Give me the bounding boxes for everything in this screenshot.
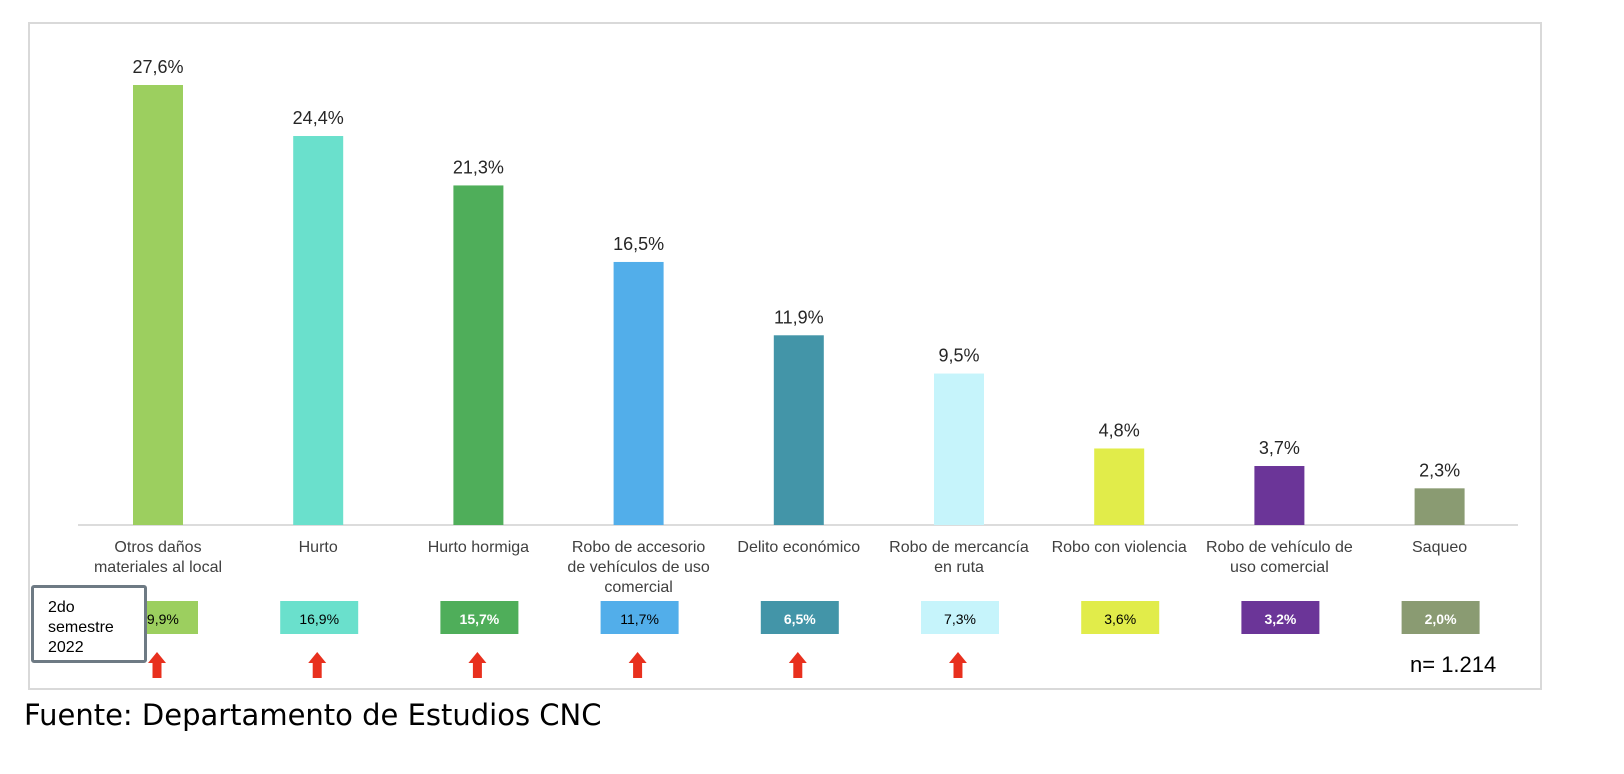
chart-frame xyxy=(28,22,1542,690)
comparison-box-9 xyxy=(1401,601,1480,634)
bar-1 xyxy=(133,85,183,525)
bar-value-label-8: 3,7% xyxy=(1259,438,1300,458)
bar-value-label-1: 27,6% xyxy=(132,57,183,77)
category-label-4-line-3: comercial xyxy=(604,579,672,596)
comparison-value-label-1: 19,9% xyxy=(139,611,179,627)
category-label-6-line-2: en ruta xyxy=(934,559,984,576)
bar-3 xyxy=(453,185,504,525)
comparison-value-label-4: 11,7% xyxy=(620,611,659,627)
bar-value-label-5: 11,9% xyxy=(774,307,824,327)
category-label-5: Delito económico xyxy=(737,539,860,556)
bar-value-label-6: 9,5% xyxy=(938,346,979,366)
category-label-4-line-2: de vehículos de uso xyxy=(567,559,709,576)
comparison-value-label-8: 3,2% xyxy=(1264,611,1296,627)
comparison-box-5 xyxy=(760,601,839,634)
bar-2 xyxy=(293,136,344,525)
comparison-value-label-5: 6,5% xyxy=(784,611,816,627)
comparison-value-label-7: 3,6% xyxy=(1104,611,1136,627)
increase-arrow-icon-3 xyxy=(468,652,487,678)
comparison-box-4 xyxy=(600,601,679,634)
sample-size-label: n= 1.214 xyxy=(1410,652,1497,677)
source-caption: Fuente: Departamento de Estudios CNC xyxy=(24,698,602,732)
bar-9 xyxy=(1414,488,1465,525)
bar-5 xyxy=(773,335,824,525)
category-label-4-line-1: Robo de accesorio xyxy=(572,539,706,556)
category-label-6-line-1: Robo de mercancía xyxy=(889,539,1029,556)
bar-value-label-2: 24,4% xyxy=(293,108,344,128)
category-label-1-line-1: Otros daños xyxy=(114,539,201,556)
comparison-value-label-9: 2,0% xyxy=(1425,611,1457,627)
increase-arrow-icon-5 xyxy=(788,652,807,678)
bar-value-label-3: 21,3% xyxy=(453,157,504,177)
category-label-1-line-2: materiales al local xyxy=(94,559,222,576)
comparison-value-label-6: 7,3% xyxy=(944,611,976,627)
comparison-box-6 xyxy=(921,601,999,634)
category-label-2: Hurto xyxy=(299,539,338,556)
category-label-8-line-1: Robo de vehículo de xyxy=(1206,539,1353,556)
increase-arrow-icon-1 xyxy=(148,652,166,678)
comparison-box-2 xyxy=(280,601,359,634)
bar-4 xyxy=(613,261,664,525)
comparison-box-8 xyxy=(1241,601,1320,634)
comparison-value-label-3: 15,7% xyxy=(460,611,500,627)
category-label-7: Robo con violencia xyxy=(1052,539,1187,556)
bar-value-label-9: 2,3% xyxy=(1419,460,1460,480)
bar-7 xyxy=(1094,448,1145,525)
bar-6 xyxy=(934,373,984,525)
category-label-8-line-2: uso comercial xyxy=(1230,559,1329,576)
comparison-legend-label: 2do semestre 2022 xyxy=(31,585,147,663)
increase-arrow-icon-2 xyxy=(308,652,327,678)
comparison-value-label-2: 16,9% xyxy=(299,611,339,627)
comparison-box-7 xyxy=(1081,601,1160,634)
category-label-9: Saqueo xyxy=(1412,539,1467,556)
increase-arrow-icon-4 xyxy=(628,652,647,678)
bar-value-label-4: 16,5% xyxy=(613,234,664,254)
bar-value-label-7: 4,8% xyxy=(1099,420,1140,440)
bar-8 xyxy=(1254,466,1305,525)
comparison-box-3 xyxy=(440,601,519,634)
increase-arrow-icon-6 xyxy=(949,652,967,678)
category-label-3: Hurto hormiga xyxy=(428,539,529,556)
